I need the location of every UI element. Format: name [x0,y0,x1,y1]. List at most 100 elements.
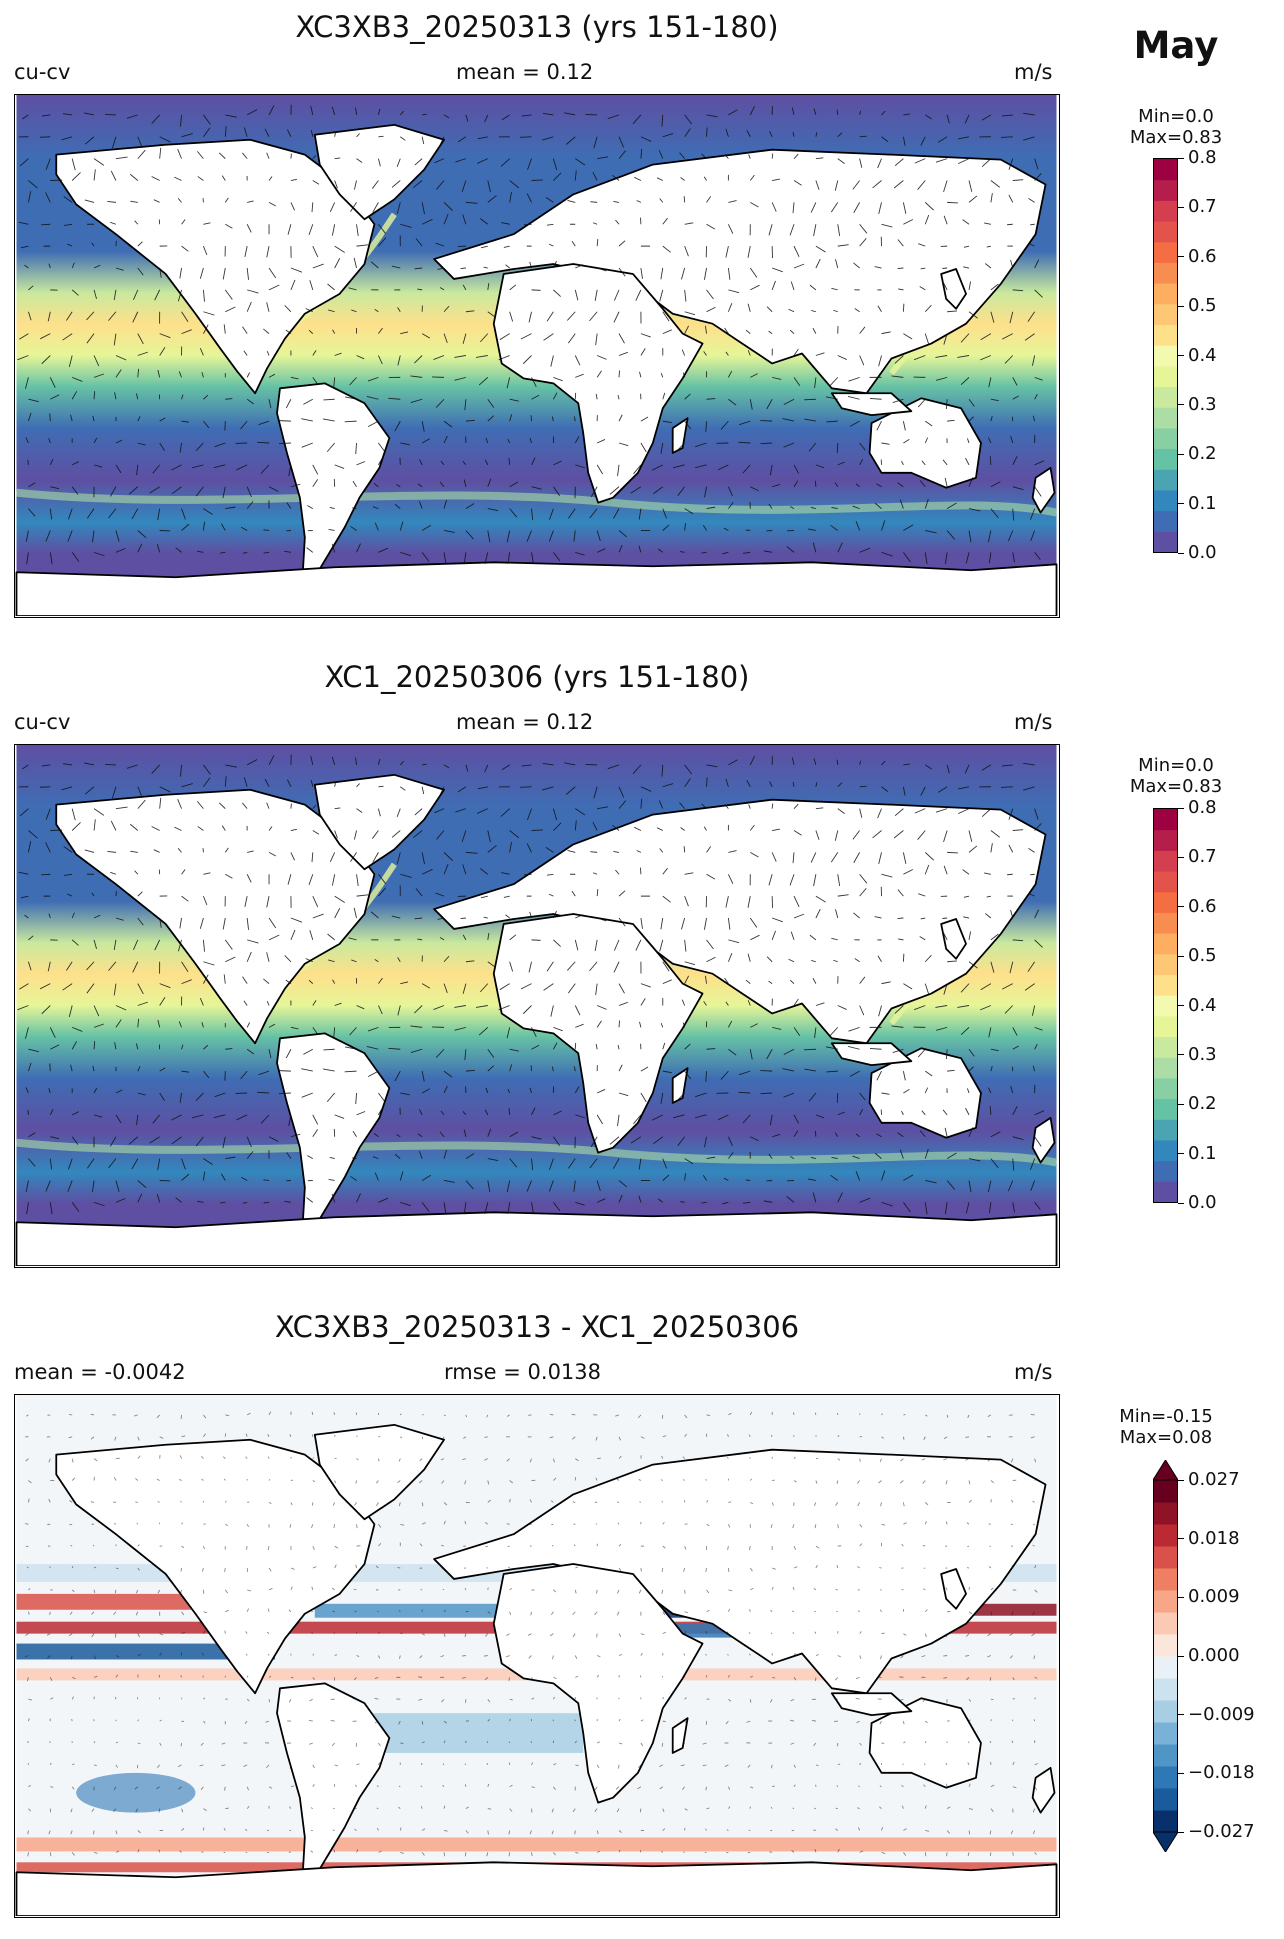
colorbar-tick-mark [1178,305,1184,307]
panel-1-title: XC3XB3_20250313 (yrs 151-180) [295,10,779,44]
colorbar-segment [1154,324,1177,346]
colorbar-segment [1154,386,1177,408]
continent-greenland [313,1423,445,1521]
colorbar-segment [1154,850,1177,872]
continent-new-zealand [1031,1766,1056,1814]
continent-africa [492,913,704,1154]
colorbar-tick-label: 0.3 [1188,1043,1217,1065]
panel-3-title: XC3XB3_20250313 - XC1_20250306 [274,1310,800,1344]
colorbar-tick-label: −0.009 [1188,1703,1255,1725]
panel-2-colorbar-ticks: 0.0 0.1 0.2 0.3 0.4 0.5 0.6 0.7 0.8 [1178,797,1258,1213]
colorbar-segment [1153,1766,1178,1789]
colorbar-tick-mark [1178,1054,1184,1056]
colorbar-outline [1153,1479,1178,1833]
colorbar-segment [1154,871,1177,893]
colorbar-segment [1154,531,1177,552]
colorbar-tick-mark [1178,1596,1184,1598]
colorbar-segment [1154,1098,1177,1120]
colorbar-tick-mark [1178,157,1184,159]
continent-japan [940,268,967,310]
colorbar-segment [1154,303,1177,325]
colorbar-tick-label: 0.009 [1188,1586,1240,1608]
colorbar-segment [1153,1656,1178,1679]
panel-3-units: m/s [1014,1360,1053,1384]
continent-indonesia [830,392,913,417]
continent-north-america [55,138,376,395]
panel-2-mean-label: mean = 0.12 [456,710,594,734]
colorbar-tick-label: 0.000 [1188,1645,1240,1666]
colorbar-segment [1153,1678,1178,1701]
panel-2-map [14,744,1060,1268]
panel-2-colorbar [1153,808,1178,1203]
colorbar-tick-mark [1178,503,1184,505]
panel-2-field-label: cu-cv [14,710,71,734]
colorbar-tick-mark [1178,1772,1184,1774]
panel-3-mean-label: mean = -0.0042 [14,1360,186,1384]
continent-madagascar [671,417,689,454]
colorbar-tick-mark [1178,906,1184,908]
colorbar-tick-mark [1178,453,1184,455]
colorbar-tick-mark [1178,1005,1184,1006]
colorbar-segment [1154,469,1177,491]
colorbar-tick-mark [1178,1479,1184,1481]
colorbar-segment [1154,1015,1177,1038]
colorbar-segment [1154,345,1177,367]
colorbar-tick-mark [1178,206,1184,208]
colorbar-segment [1153,1700,1178,1723]
colorbar-segment [1154,912,1177,934]
colorbar-tick-mark [1178,1538,1184,1540]
colorbar-segment [1153,1590,1178,1613]
panel-1-mean-label: mean = 0.12 [456,60,594,84]
colorbar-segment [1153,1480,1178,1503]
colorbar-segment [1154,448,1177,470]
continent-greenland [313,773,445,871]
colorbar-segment [1154,974,1177,996]
colorbar-segment [1154,221,1177,243]
colorbar-tick-label: −0.027 [1188,1821,1255,1842]
panel-1-units: m/s [1014,60,1053,84]
colorbar-tick-label: 0.027 [1188,1469,1240,1490]
difference-band [16,1643,276,1660]
colorbar-tick-label: 0.8 [1188,147,1217,168]
panel-1-colorbar-ticks: 0.0 0.1 0.2 0.3 0.4 0.5 0.6 0.7 0.8 [1178,147,1258,563]
colorbar-extend-min [1153,1831,1178,1852]
colorbar-tick-label: 0.1 [1188,1142,1217,1164]
colorbar-segment [1154,995,1177,1017]
colorbar-tick-label: 0.6 [1188,895,1217,917]
colorbar-segment [1154,933,1177,955]
colorbar-segment [1154,1160,1177,1182]
colorbar-segment [1154,1036,1177,1058]
colorbar-segment [1154,407,1177,429]
panel-3-minmax: Min=-0.15 Max=0.08 [1119,1406,1213,1448]
panel-2-units: m/s [1014,710,1053,734]
panel-3-colorbar [1153,1460,1178,1852]
colorbar-segment [1154,489,1177,512]
colorbar-tick-mark [1178,256,1184,258]
colorbar-tick-label: 0.7 [1188,196,1217,218]
panel-1-minmax: Min=0.0 Max=0.83 [1129,106,1223,148]
panel-1-map [14,94,1060,618]
continent-antarctica [15,561,1058,616]
colorbar-extend-max [1153,1460,1178,1481]
continent-new-zealand [1031,1116,1056,1164]
colorbar-segment [1153,1810,1178,1833]
colorbar-tick-mark [1178,1655,1184,1657]
colorbar-tick-label: 0.4 [1188,344,1217,366]
continent-south-america [276,1682,391,1879]
continent-new-zealand [1031,466,1056,514]
continent-antarctica [15,1211,1058,1266]
panel-2-title: XC1_20250306 (yrs 151-180) [324,660,750,694]
difference-anomaly [76,1772,196,1813]
colorbar-tick-label: 0.5 [1188,945,1217,967]
colorbar-tick-label: 0.7 [1188,846,1217,868]
colorbar-segment [1153,1546,1178,1569]
continent-africa [492,263,704,504]
colorbar-segment [1154,159,1177,181]
colorbar-segment [1154,262,1177,284]
colorbar-segment [1153,1722,1178,1745]
colorbar-segment [1153,1502,1178,1525]
colorbar-tick-label: 0.4 [1188,994,1217,1016]
colorbar-tick-label: 0.0 [1188,1192,1217,1213]
colorbar-segment [1154,1139,1177,1162]
colorbar-segment [1154,427,1177,450]
